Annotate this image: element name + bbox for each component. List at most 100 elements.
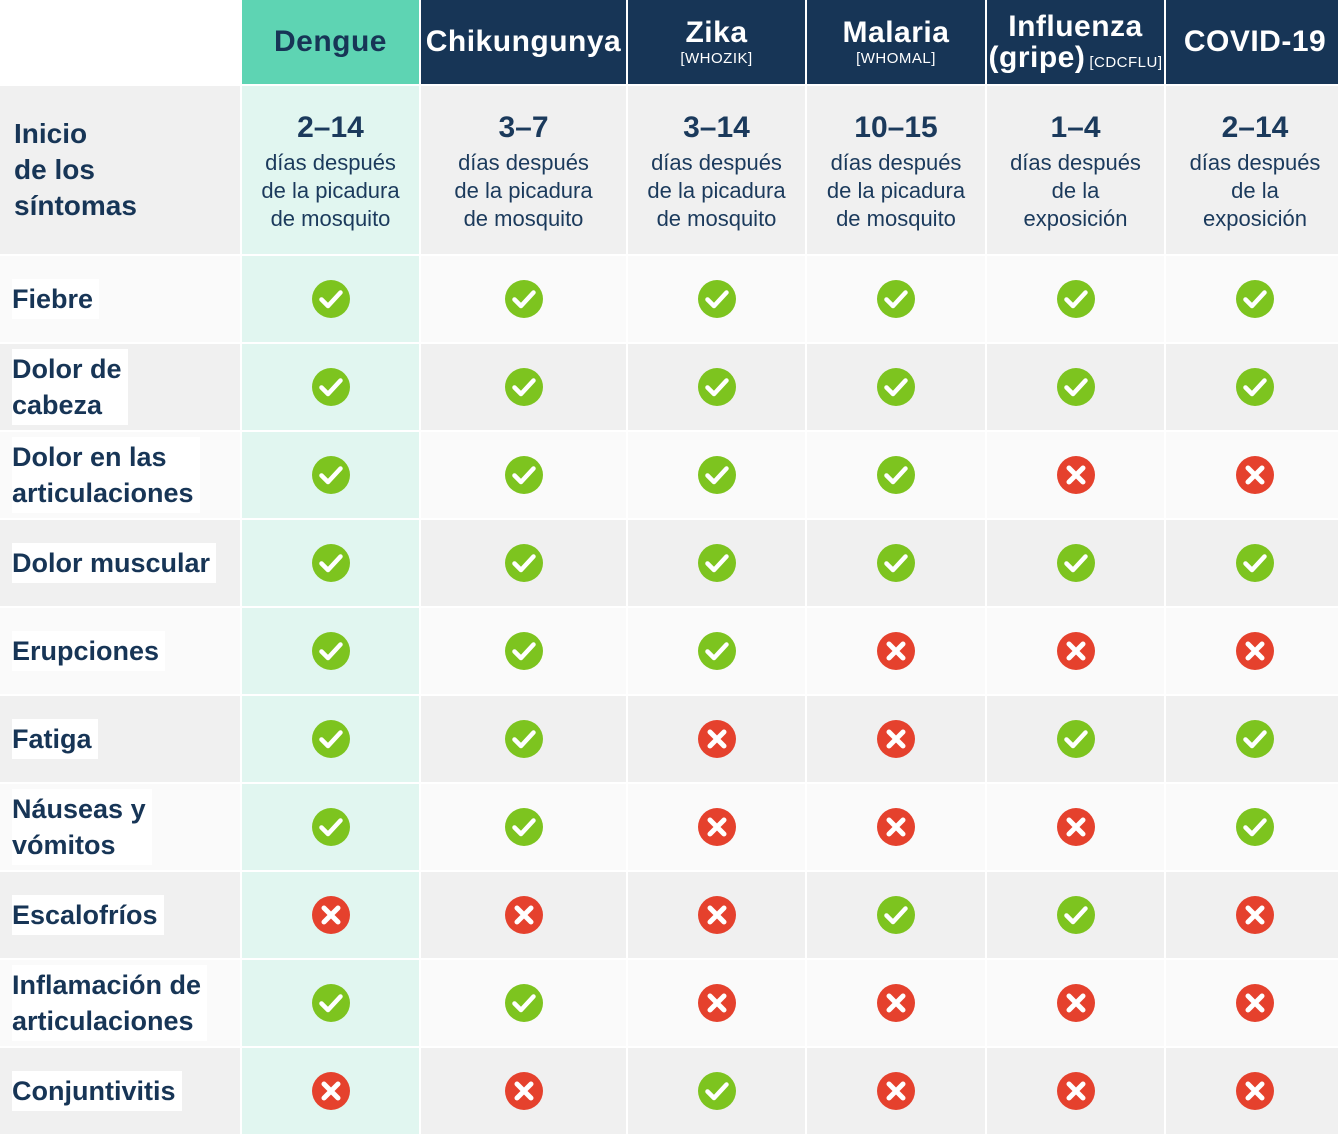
column-header-5: COVID-19 (1166, 0, 1338, 84)
symptom-label-line: Náuseas y (12, 794, 146, 824)
symptom-cell (242, 432, 419, 518)
symptom-cell (1166, 960, 1338, 1046)
check-circle-icon (1235, 543, 1275, 583)
check-circle-icon (876, 455, 916, 495)
check-circle-icon (697, 543, 737, 583)
check-circle-icon (697, 367, 737, 407)
x-circle-icon (876, 983, 916, 1023)
column-name-text: Malaria (842, 15, 950, 49)
symptom-cell (421, 1048, 626, 1134)
check-circle-icon (1235, 719, 1275, 759)
onset-text-line: de mosquito (270, 206, 391, 231)
onset-cell: 10–15 días después de la picadura de mosqui… (807, 86, 985, 254)
check-circle-icon (504, 807, 544, 847)
column-name: Chikungunya (426, 26, 622, 58)
check-circle-icon (504, 631, 544, 671)
onset-cell: 1–4 días después de la exposición (987, 86, 1164, 254)
symptom-cell (1166, 608, 1338, 694)
check-circle-icon (311, 367, 351, 407)
symptom-cell (628, 1048, 805, 1134)
check-circle-icon (697, 631, 737, 671)
column-header-2: Zika [WHOZIK] (628, 0, 805, 84)
x-circle-icon (876, 1071, 916, 1111)
symptom-cell (807, 432, 985, 518)
onset-range: 10–15 (854, 111, 938, 144)
x-circle-icon (876, 807, 916, 847)
x-circle-icon (697, 895, 737, 935)
symptom-cell (242, 696, 419, 782)
symptom-label-text: Fiebre (12, 279, 100, 319)
symptom-cell (807, 696, 985, 782)
symptom-cell (807, 960, 985, 1046)
onset-label-line: de los (14, 154, 95, 185)
symptom-cell (242, 344, 419, 430)
check-circle-icon (504, 279, 544, 319)
column-reference: [WHOMAL] (856, 50, 936, 68)
symptom-cell (242, 520, 419, 606)
onset-range: 1–4 (1050, 111, 1101, 144)
symptom-label-line: cabeza (12, 390, 103, 420)
symptom-cell (1166, 344, 1338, 430)
symptom-cell (987, 872, 1164, 958)
symptom-cell (242, 1048, 419, 1134)
symptom-cell (807, 256, 985, 342)
column-name: COVID-19 (1184, 26, 1326, 58)
check-circle-icon (311, 631, 351, 671)
symptom-cell (1166, 784, 1338, 870)
check-circle-icon (1056, 367, 1096, 407)
check-circle-icon (697, 455, 737, 495)
symptom-label-text: Fatiga (12, 719, 98, 759)
x-circle-icon (697, 983, 737, 1023)
column-name-text-2: (gripe) (988, 41, 1086, 74)
check-circle-icon (311, 543, 351, 583)
symptom-cell (628, 608, 805, 694)
symptom-cell (1166, 256, 1338, 342)
check-circle-icon (1056, 279, 1096, 319)
symptom-cell (987, 432, 1164, 518)
column-reference: [WHOZIK] (680, 50, 753, 68)
column-header-0: Dengue (242, 0, 419, 84)
check-circle-icon (876, 367, 916, 407)
symptom-cell (628, 256, 805, 342)
symptom-cell (807, 872, 985, 958)
check-circle-icon (504, 719, 544, 759)
x-circle-icon (1235, 983, 1275, 1023)
symptom-cell (421, 432, 626, 518)
symptom-cell (628, 784, 805, 870)
symptom-label-4: Erupciones (0, 608, 240, 694)
x-circle-icon (1056, 983, 1096, 1023)
symptom-cell (628, 520, 805, 606)
symptom-cell (807, 344, 985, 430)
onset-text-line: días después (830, 150, 962, 175)
onset-range: 2–14 (297, 111, 364, 144)
column-name-text: COVID-19 (1183, 25, 1327, 59)
column-name-text: Influenza (1008, 9, 1143, 43)
symptom-label-line: articulaciones (12, 478, 194, 508)
symptom-cell (421, 784, 626, 870)
symptom-cell (807, 608, 985, 694)
column-header-3: Malaria [WHOMAL] (807, 0, 985, 84)
symptom-cell (987, 696, 1164, 782)
symptom-cell (421, 608, 626, 694)
symptom-cell (421, 256, 626, 342)
symptom-label-text: Dolor muscular (12, 543, 217, 583)
column-name-text: Zika (685, 15, 748, 49)
column-header-1: Chikungunya (421, 0, 626, 84)
check-circle-icon (311, 279, 351, 319)
symptom-label-text: Inflamación de articulaciones (12, 965, 208, 1041)
onset-label-line: síntomas (14, 190, 137, 221)
symptom-cell (421, 872, 626, 958)
symptom-cell (421, 960, 626, 1046)
symptom-label-7: Escalofríos (0, 872, 240, 958)
check-circle-icon (311, 455, 351, 495)
symptom-label-line: Erupciones (12, 636, 160, 666)
column-name: Influenza (1008, 9, 1143, 43)
symptom-cell (628, 432, 805, 518)
check-circle-icon (1235, 807, 1275, 847)
onset-range: 2–14 (1221, 111, 1289, 144)
onset-text-line: de mosquito (463, 206, 584, 231)
symptom-cell (987, 256, 1164, 342)
symptom-cell (987, 1048, 1164, 1134)
check-circle-icon (1235, 367, 1275, 407)
